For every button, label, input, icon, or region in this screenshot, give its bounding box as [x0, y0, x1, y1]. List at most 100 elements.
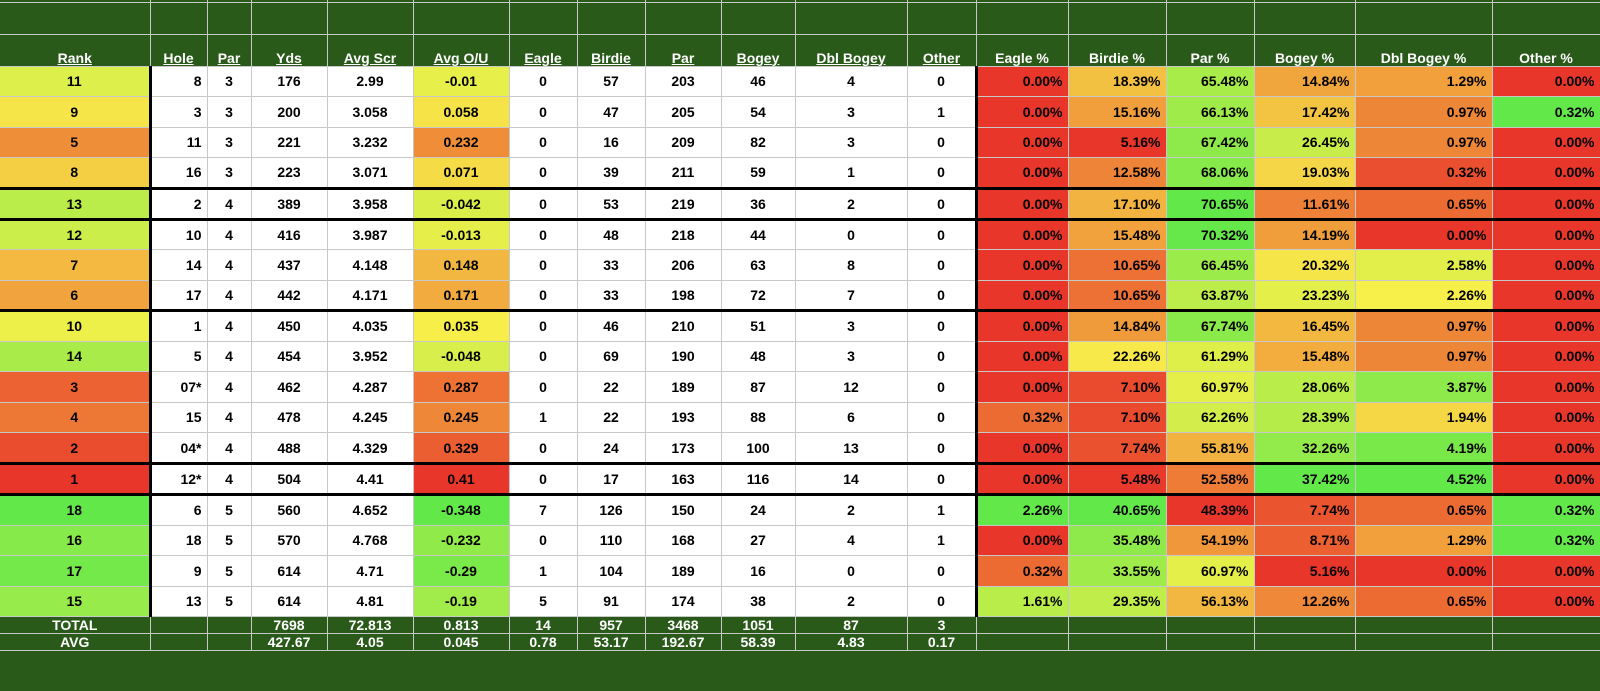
cell-dbl-bogey[interactable]: 13 — [795, 432, 908, 464]
cell-rank[interactable]: 11 — [0, 66, 151, 97]
cell-eagle[interactable]: 0 — [509, 371, 578, 403]
cell-avg-scr[interactable]: 3.058 — [327, 96, 414, 128]
cell-par-pct[interactable]: 67.42% — [1166, 127, 1255, 158]
cell-par-pct[interactable]: 55.81% — [1166, 432, 1255, 464]
cell-birdie-pct[interactable]: 12.58% — [1068, 157, 1167, 189]
cell-par-count[interactable]: 205 — [645, 96, 722, 128]
cell-dbl-bogey-pct[interactable]: 0.97% — [1355, 341, 1493, 372]
cell-bogey[interactable]: 51 — [721, 309, 796, 342]
cell-par[interactable]: 4 — [207, 371, 252, 403]
cell-eagle[interactable]: 0 — [509, 157, 578, 189]
cell-avg-ou[interactable]: 0.232 — [413, 127, 510, 158]
cell-eagle-pct[interactable]: 2.26% — [976, 493, 1069, 526]
cell-yds[interactable]: 200 — [251, 96, 328, 128]
cell-eagle[interactable]: 0 — [509, 462, 578, 495]
cell-par[interactable]: 4 — [207, 186, 252, 220]
cell-bogey[interactable]: 116 — [721, 462, 796, 495]
cell-rank[interactable]: 13 — [0, 186, 151, 220]
cell-birdie[interactable]: 48 — [577, 217, 646, 250]
cell-birdie-pct[interactable]: 7.10% — [1068, 371, 1167, 403]
cell-eagle[interactable]: 7 — [509, 493, 578, 526]
cell-rank[interactable]: 16 — [0, 525, 151, 556]
cell-par-pct[interactable]: 62.26% — [1166, 402, 1255, 433]
total-other[interactable]: 3 — [907, 616, 977, 634]
cell-birdie-pct[interactable]: 10.65% — [1068, 280, 1167, 311]
cell-birdie-pct[interactable]: 7.74% — [1068, 432, 1167, 464]
cell-dbl-bogey[interactable]: 12 — [795, 371, 908, 403]
header-birdie[interactable]: Birdie — [577, 34, 646, 67]
cell-birdie-pct[interactable]: 5.16% — [1068, 127, 1167, 158]
header-yds[interactable]: Yds — [251, 34, 328, 67]
cell-hole[interactable]: 3 — [148, 96, 208, 128]
cell-par-count[interactable]: 173 — [645, 432, 722, 464]
cell-birdie[interactable]: 39 — [577, 157, 646, 189]
cell-avg-scr[interactable]: 4.035 — [327, 309, 414, 342]
cell-par-pct[interactable]: 66.13% — [1166, 96, 1255, 128]
cell-par[interactable]: 4 — [207, 249, 252, 281]
cell-birdie[interactable]: 69 — [577, 341, 646, 372]
cell-bogey-pct[interactable]: 28.06% — [1254, 371, 1356, 403]
avg-eagle[interactable]: 0.78 — [509, 633, 578, 651]
cell-hole[interactable]: 07* — [148, 371, 208, 403]
cell-dbl-bogey-pct[interactable]: 4.19% — [1355, 432, 1493, 464]
cell-avg-ou[interactable]: 0.41 — [413, 462, 510, 495]
cell-dbl-bogey-pct[interactable]: 1.29% — [1355, 525, 1493, 556]
cell-par-pct[interactable]: 63.87% — [1166, 280, 1255, 311]
cell-birdie[interactable]: 91 — [577, 586, 646, 617]
header-avg-scr[interactable]: Avg Scr — [327, 34, 414, 67]
cell-rank[interactable]: 9 — [0, 96, 151, 128]
cell-bogey[interactable]: 48 — [721, 341, 796, 372]
cell-bogey[interactable]: 16 — [721, 555, 796, 587]
cell-yds[interactable]: 478 — [251, 402, 328, 433]
cell-avg-scr[interactable]: 3.987 — [327, 217, 414, 250]
cell-dbl-bogey-pct[interactable]: 1.94% — [1355, 402, 1493, 433]
cell-other-pct[interactable]: 0.00% — [1492, 371, 1600, 403]
cell-par-pct[interactable]: 67.74% — [1166, 309, 1255, 342]
cell-par[interactable]: 5 — [207, 586, 252, 617]
cell-avg-ou[interactable]: -0.232 — [413, 525, 510, 556]
cell-avg-ou[interactable]: 0.148 — [413, 249, 510, 281]
cell-avg-ou[interactable]: 0.287 — [413, 371, 510, 403]
cell-other-pct[interactable]: 0.00% — [1492, 186, 1600, 220]
cell-avg-scr[interactable]: 4.71 — [327, 555, 414, 587]
cell-birdie[interactable]: 16 — [577, 127, 646, 158]
cell-eagle[interactable]: 0 — [509, 217, 578, 250]
cell-rank[interactable]: 5 — [0, 127, 151, 158]
cell-avg-ou[interactable]: 0.058 — [413, 96, 510, 128]
cell-birdie-pct[interactable]: 5.48% — [1068, 462, 1167, 495]
cell-hole[interactable]: 5 — [148, 341, 208, 372]
cell-bogey[interactable]: 59 — [721, 157, 796, 189]
cell-other-pct[interactable]: 0.00% — [1492, 157, 1600, 189]
cell-avg-ou[interactable]: -0.348 — [413, 493, 510, 526]
cell-avg-scr[interactable]: 4.245 — [327, 402, 414, 433]
cell-avg-scr[interactable]: 3.071 — [327, 157, 414, 189]
cell-bogey[interactable]: 46 — [721, 66, 796, 97]
cell-avg-ou[interactable]: 0.035 — [413, 309, 510, 342]
cell-birdie[interactable]: 17 — [577, 462, 646, 495]
header-eagle-pct[interactable]: Eagle % — [976, 34, 1069, 67]
cell-dbl-bogey-pct[interactable]: 4.52% — [1355, 462, 1493, 495]
cell-birdie[interactable]: 126 — [577, 493, 646, 526]
cell-eagle[interactable]: 0 — [509, 66, 578, 97]
cell-avg-scr[interactable]: 4.652 — [327, 493, 414, 526]
cell-rank[interactable]: 8 — [0, 157, 151, 189]
cell-avg-scr[interactable]: 3.958 — [327, 186, 414, 220]
cell-yds[interactable]: 389 — [251, 186, 328, 220]
cell-avg-ou[interactable]: -0.013 — [413, 217, 510, 250]
total-bogey[interactable]: 1051 — [721, 616, 796, 634]
cell-other[interactable]: 0 — [907, 249, 978, 281]
cell-hole[interactable]: 14 — [148, 249, 208, 281]
cell-eagle-pct[interactable]: 0.00% — [976, 371, 1069, 403]
cell-yds[interactable]: 462 — [251, 371, 328, 403]
cell-par[interactable]: 5 — [207, 525, 252, 556]
cell-other[interactable]: 0 — [907, 462, 978, 495]
cell-hole[interactable]: 9 — [148, 555, 208, 587]
cell-bogey[interactable]: 72 — [721, 280, 796, 311]
cell-rank[interactable]: 2 — [0, 432, 151, 464]
avg-avg-scr[interactable]: 4.05 — [327, 633, 414, 651]
cell-par-count[interactable]: 203 — [645, 66, 722, 97]
total-dbl-bogey[interactable]: 87 — [795, 616, 908, 634]
cell-birdie[interactable]: 24 — [577, 432, 646, 464]
cell-bogey-pct[interactable]: 28.39% — [1254, 402, 1356, 433]
cell-rank[interactable]: 6 — [0, 280, 151, 311]
